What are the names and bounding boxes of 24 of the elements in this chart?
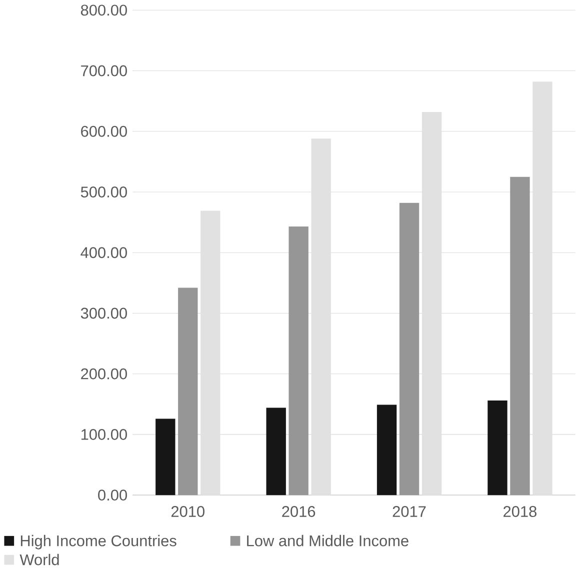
x-tick-label: 2017 [392,506,426,518]
y-tick-label: 200.00 [81,368,127,380]
y-tick-label: 300.00 [80,308,127,319]
y-tick-label: 100.00 [81,429,127,440]
y-tick-label: 600.00 [81,126,127,137]
y-tick-label: 500.00 [80,186,127,198]
bar [510,176,530,496]
bar [399,203,420,496]
bar [266,408,286,496]
legend-label: World [20,554,59,566]
legend-label: High Income Countries [20,535,176,550]
y-tick-label: 400.00 [80,247,127,258]
legend-label: Low and Middle Income [247,535,408,546]
x-tick-label: 2018 [504,506,536,518]
y-tick-label: 0.00 [98,490,127,501]
bar [376,404,397,496]
bar [178,288,198,496]
y-tick-label: 800.00 [80,4,127,16]
x-tick-label: 2016 [282,506,316,518]
bar [488,400,508,496]
bar [288,226,308,496]
x-tick-label: 2010 [171,506,204,518]
bar [156,418,176,496]
y-tick-label: 700.00 [81,65,127,76]
